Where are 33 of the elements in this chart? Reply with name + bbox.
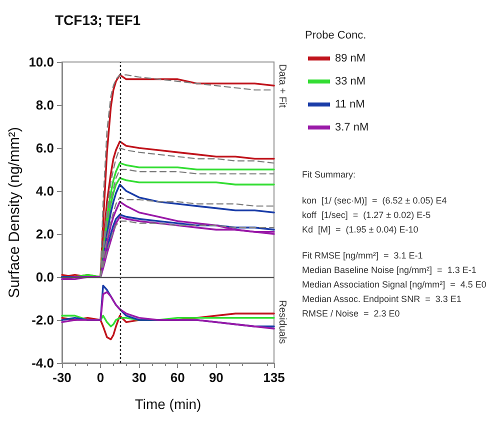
text: RMSE / Noise = 2.3 E0 [302, 308, 400, 318]
text: koff [1/sec] = (1.27 ± 0.02) E-5 [302, 210, 431, 220]
y-tick-label: 2.0 [36, 226, 54, 242]
text: Median Assoc. Endpoint SNR = 3.3 E1 [302, 294, 462, 304]
x-tick-label: 0 [96, 370, 104, 385]
legend-label: 3.7 nM [335, 122, 369, 134]
y-tick-label: -4.0 [32, 356, 54, 370]
x-axis-title: Time (min) [134, 396, 202, 412]
y-tick-label: 8.0 [36, 98, 54, 112]
text: Median Baseline Noise [ng/mm²] = 1.3 E-1 [302, 265, 476, 275]
y-tick-label: -2.0 [32, 312, 54, 328]
x-tick-label: 60 [170, 370, 185, 385]
text: Median Association Signal [ng/mm²] = 4.5 E0 [302, 280, 486, 290]
legend-title: Probe Conc. [305, 30, 366, 42]
text: Fit Summary: [302, 170, 356, 180]
y-tick-label: 4.0 [36, 184, 54, 198]
x-tick-label: 30 [132, 370, 146, 385]
legend-label: 89 nM [335, 52, 366, 64]
y-tick-label: 10.0 [28, 54, 54, 70]
text: Residuals [276, 300, 288, 344]
chart-title: TCF13; TEF1 [55, 12, 141, 28]
y-axis-title: Surface Density (ng/mm²) [6, 127, 23, 298]
y-tick-label: 0.0 [36, 270, 54, 284]
text: Data + Fit [276, 64, 288, 108]
legend-label: 11 nM [335, 98, 365, 110]
y-tick-label: 6.0 [36, 140, 54, 156]
x-tick-label: 135 [263, 370, 285, 385]
x-tick-label: 90 [208, 370, 224, 385]
text: Kd [M] = (1.95 ± 0.04) E-10 [302, 224, 418, 234]
legend-label: 33 nM [335, 76, 366, 88]
x-tick-label: -30 [52, 370, 72, 385]
text: Fit RMSE [ng/mm²] = 3.1 E-1 [302, 250, 423, 260]
text: kon [1/ (sec·M)] = (6.52 ± 0.05) E4 [302, 196, 447, 206]
